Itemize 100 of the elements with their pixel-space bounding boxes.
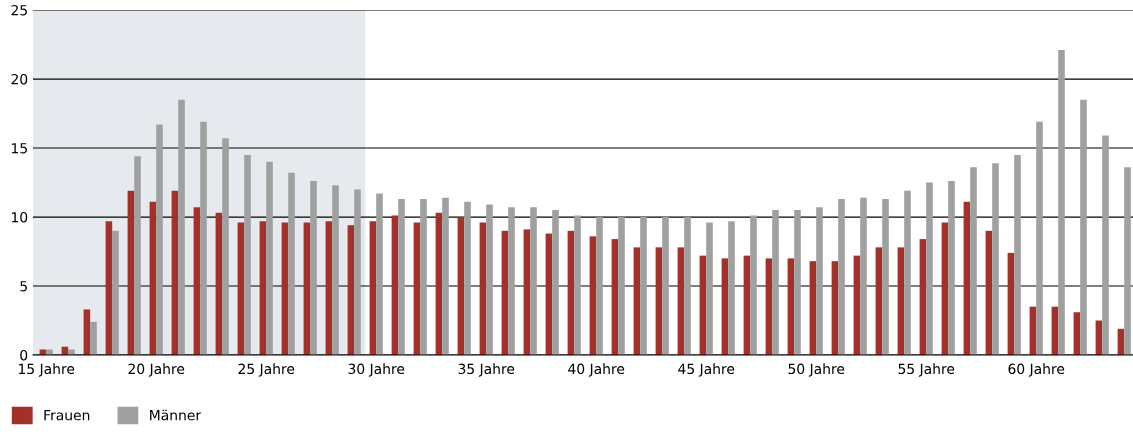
- bar: [904, 190, 911, 355]
- bar: [721, 258, 729, 355]
- x-tick-label: 55 Jahre: [898, 363, 955, 377]
- bar: [479, 222, 487, 355]
- bar: [1014, 154, 1021, 355]
- bar: [750, 215, 757, 355]
- bar: [882, 199, 889, 355]
- x-tick-label: 35 Jahre: [458, 363, 515, 377]
- bar: [244, 154, 251, 355]
- x-tick-label: 40 Jahre: [568, 363, 625, 377]
- bar: [134, 156, 141, 355]
- bar: [816, 207, 823, 355]
- bar: [706, 222, 713, 355]
- bar: [259, 221, 267, 355]
- x-tick-label: 20 Jahre: [128, 363, 185, 377]
- bar: [83, 309, 91, 355]
- bar: [926, 182, 933, 355]
- bar: [354, 189, 361, 355]
- bar: [677, 247, 685, 355]
- bar: [948, 181, 955, 355]
- bar: [545, 233, 553, 355]
- bar: [875, 247, 883, 355]
- bar: [552, 210, 559, 355]
- bar: [919, 239, 927, 355]
- bar: [809, 261, 817, 355]
- bar: [1036, 121, 1043, 355]
- bar: [963, 201, 971, 355]
- y-tick-label: 15: [11, 143, 27, 154]
- bar: [567, 230, 575, 355]
- bar: [127, 190, 135, 355]
- bar: [325, 221, 333, 355]
- bar: [200, 121, 207, 355]
- bar: [794, 210, 801, 355]
- bar: [303, 222, 311, 355]
- bar: [215, 212, 223, 355]
- bar: [662, 217, 669, 355]
- y-tick-label: 0: [20, 349, 28, 361]
- bar: [398, 199, 405, 355]
- x-tick-label: 25 Jahre: [238, 363, 295, 377]
- legend-label: Frauen: [44, 410, 90, 421]
- bar: [992, 163, 999, 355]
- bar: [413, 222, 421, 355]
- bar: [369, 221, 377, 355]
- bar: [310, 181, 317, 355]
- bar: [1007, 252, 1015, 355]
- bar: [853, 255, 861, 355]
- x-tick-label: 50 Jahre: [788, 363, 845, 377]
- bar: [442, 197, 449, 355]
- bar: [699, 255, 707, 355]
- bar: [508, 207, 515, 355]
- bar: [941, 222, 949, 355]
- y-tick-label: 10: [11, 211, 28, 223]
- bar: [171, 190, 179, 355]
- bar: [112, 230, 119, 355]
- bar: [288, 172, 295, 355]
- bar: [149, 201, 157, 355]
- bar: [90, 321, 97, 355]
- bar: [156, 124, 163, 355]
- bar: [266, 161, 273, 355]
- bar: [1058, 50, 1065, 355]
- bar: [831, 261, 839, 355]
- bar: [985, 230, 993, 355]
- bar: [618, 217, 625, 355]
- x-tick-label: 15 Jahre: [19, 363, 75, 377]
- bar: [1080, 99, 1087, 355]
- bar: [970, 167, 977, 355]
- y-tick-label: 20: [11, 73, 28, 85]
- bar: [332, 185, 339, 355]
- bar: [728, 221, 735, 355]
- bar: [772, 210, 779, 355]
- bar: [457, 217, 465, 355]
- y-tick-label: 25: [11, 4, 27, 16]
- bar: [46, 349, 53, 355]
- bar: [743, 255, 751, 355]
- bar: [193, 207, 201, 355]
- bar: [105, 221, 113, 355]
- bar: [596, 217, 603, 355]
- bar: [589, 236, 597, 355]
- bar: [574, 215, 581, 355]
- y-tick-label: 5: [20, 281, 27, 292]
- bar: [1124, 167, 1131, 355]
- bar: [1102, 135, 1109, 355]
- x-tick-label: 30 Jahre: [348, 363, 405, 377]
- bar: [464, 201, 471, 355]
- bar: [68, 349, 75, 355]
- bar: [281, 222, 289, 355]
- legend-label: Männer: [150, 409, 202, 421]
- bar: [838, 199, 845, 355]
- bar: [860, 197, 867, 355]
- bar: [633, 247, 641, 355]
- x-tick-label: 45 Jahre: [678, 363, 735, 377]
- bar: [347, 225, 355, 355]
- bar: [655, 247, 663, 355]
- bar: [420, 199, 427, 355]
- bar: [376, 193, 383, 355]
- bar: [237, 222, 245, 355]
- bar: [523, 229, 531, 355]
- bar: [501, 230, 509, 355]
- bar: [787, 258, 795, 355]
- x-tick-label: 60 Jahre: [1008, 363, 1065, 377]
